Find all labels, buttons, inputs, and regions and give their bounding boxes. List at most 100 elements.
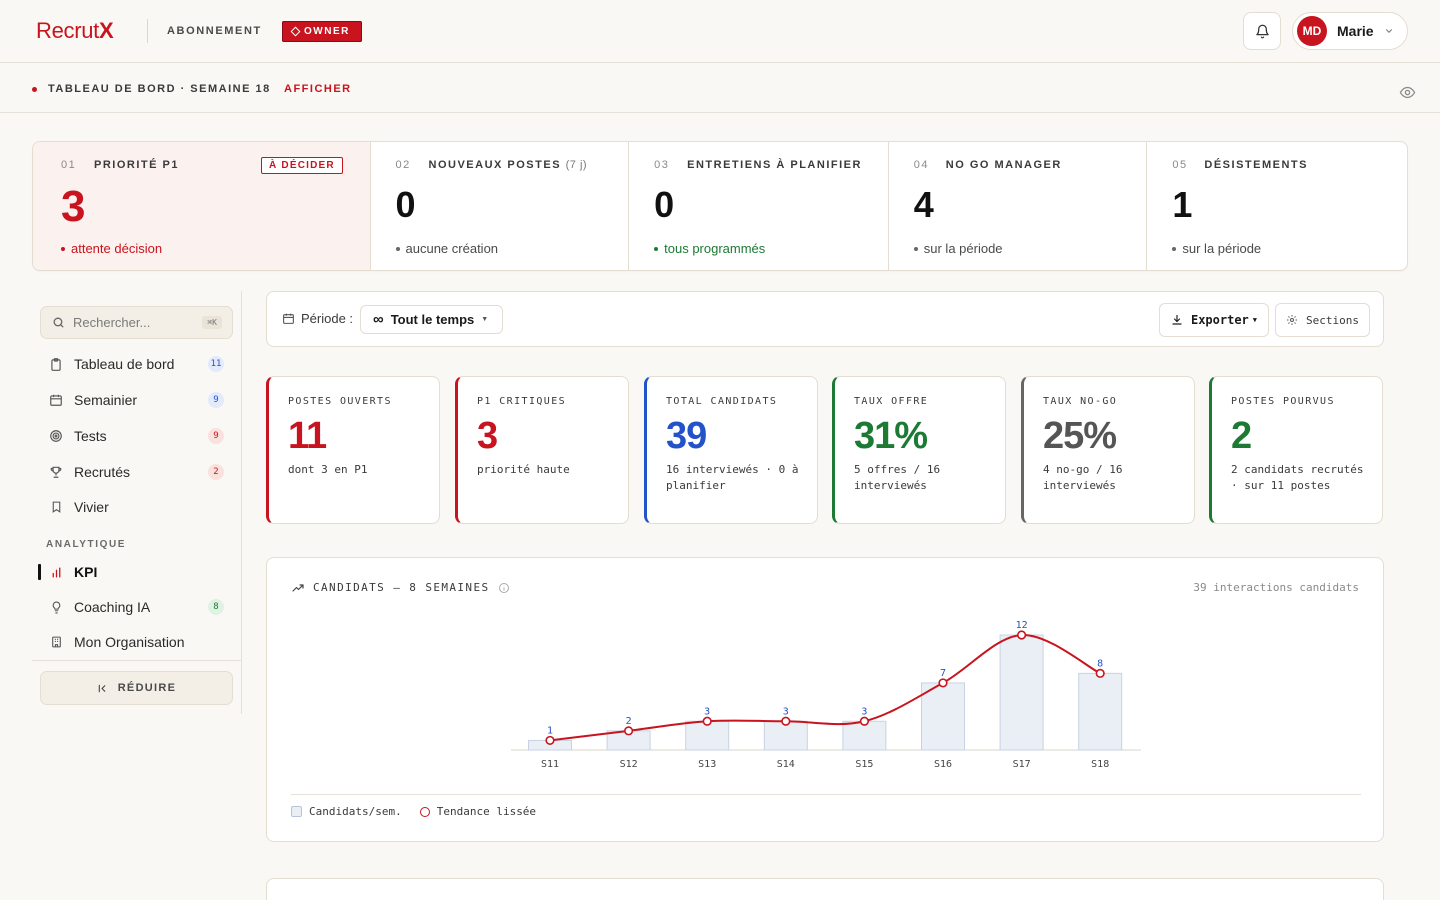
alert-number: 02 bbox=[395, 159, 411, 171]
alert-label: NO GO MANAGER bbox=[946, 159, 1062, 171]
kpi-label: POSTES OUVERTS bbox=[288, 396, 392, 407]
trending-up-icon bbox=[292, 583, 304, 592]
alert-card-withdrawals[interactable]: 05 DÉSISTEMENTS 1 sur la période bbox=[1147, 142, 1407, 270]
sidebar-item-label: Vivier bbox=[74, 499, 109, 515]
alert-value: 0 bbox=[654, 184, 675, 225]
count-badge: 9 bbox=[208, 392, 224, 408]
bar-s15 bbox=[842, 720, 887, 751]
alert-card-no-go[interactable]: 04 NO GO MANAGER 4 sur la période bbox=[889, 142, 1148, 270]
bullet bbox=[1172, 246, 1177, 251]
kpi-value: 2 bbox=[1231, 415, 1252, 457]
alert-note-text: sur la période bbox=[923, 241, 1003, 256]
legend-swatch-bar bbox=[291, 806, 302, 817]
sidebar: Rechercher... ⌘K Tableau de bord 11 Sema… bbox=[32, 291, 242, 714]
show-button[interactable]: AFFICHER bbox=[284, 83, 352, 95]
section-heading-analytics: ANALYTIQUE bbox=[46, 539, 127, 550]
sidebar-item-organisation[interactable]: Mon Organisation bbox=[48, 628, 234, 656]
kpi-card-p1-critical[interactable]: P1 CRITIQUES 3 priorité haute bbox=[455, 376, 629, 524]
data-label: 3 bbox=[704, 706, 710, 717]
sidebar-item-vivier[interactable]: Vivier bbox=[48, 493, 234, 521]
sidebar-item-semainier[interactable]: Semainier 9 bbox=[48, 386, 234, 414]
sidebar-item-tests[interactable]: Tests 9 bbox=[48, 422, 234, 450]
period-select[interactable]: ∞ Tout le temps ▼ bbox=[360, 305, 504, 334]
kpi-label: TOTAL CANDIDATS bbox=[666, 396, 778, 407]
kpi-subtext: dont 3 en P1 bbox=[288, 463, 368, 476]
count-badge: 2 bbox=[208, 464, 224, 480]
search-input[interactable]: Rechercher... ⌘K bbox=[40, 306, 233, 339]
kpi-card-filled-positions[interactable]: POSTES POURVUS 2 2 candidats recrutés · … bbox=[1209, 376, 1383, 524]
alert-value: 3 bbox=[61, 182, 86, 231]
sidebar-item-recrutes[interactable]: Recrutés 2 bbox=[48, 458, 234, 486]
search-shortcut: ⌘K bbox=[202, 316, 222, 329]
info-icon[interactable] bbox=[498, 582, 510, 594]
alert-label-text: NO GO MANAGER bbox=[945, 159, 1062, 171]
legend-item-trend: Tendance lissée bbox=[419, 805, 536, 818]
bar-s13 bbox=[685, 720, 730, 751]
alert-note: attente décision bbox=[61, 241, 162, 256]
chart-title-text: CANDIDATS — 8 SEMAINES bbox=[313, 581, 490, 594]
legend-label: Candidats/sem. bbox=[309, 805, 402, 818]
alert-card-interviews[interactable]: 03 ENTRETIENS À PLANIFIER 0 tous program… bbox=[629, 142, 889, 270]
count-badge: 11 bbox=[208, 356, 224, 372]
count-badge: 8 bbox=[208, 599, 224, 615]
active-indicator bbox=[38, 564, 41, 580]
sections-button[interactable]: Sections bbox=[1275, 303, 1370, 337]
dashboard-subbar: TABLEAU DE BORD · SEMAINE 18 AFFICHER bbox=[0, 63, 1440, 113]
kpi-card-total-candidates[interactable]: TOTAL CANDIDATS 39 16 interviewés · 0 à … bbox=[644, 376, 818, 524]
kpi-subtext: 16 interviewés · 0 à planifier bbox=[666, 463, 799, 492]
sidebar-item-label: Recrutés bbox=[74, 464, 131, 480]
alert-card-priority[interactable]: 01 PRIORITÉ P1 À DÉCIDER 3 attente décis… bbox=[33, 142, 371, 270]
collapse-sidebar-button[interactable]: RÉDUIRE bbox=[40, 671, 233, 705]
export-label: Exporter bbox=[1190, 313, 1249, 327]
kpi-card-no-go-rate[interactable]: TAUX NO-GO 25% 4 no-go / 16 interviewés bbox=[1021, 376, 1195, 524]
top-bar: RecrutX ABONNEMENT OWNER MD Marie bbox=[0, 0, 1440, 63]
sidebar-item-label: Semainier bbox=[74, 392, 138, 408]
status-dot bbox=[32, 87, 37, 92]
alert-note: aucune création bbox=[395, 241, 498, 256]
bar-s17 bbox=[999, 634, 1044, 751]
x-tick-label: S18 bbox=[1091, 759, 1109, 770]
sidebar-item-dashboard[interactable]: Tableau de bord 11 bbox=[48, 350, 234, 378]
kpi-subtext: 2 candidats recrutés · sur 11 postes bbox=[1231, 463, 1364, 492]
alert-value: 0 bbox=[395, 184, 416, 225]
kpi-card-open-positions[interactable]: POSTES OUVERTS 11 dont 3 en P1 bbox=[266, 376, 440, 524]
target-icon bbox=[48, 428, 64, 444]
app-logo[interactable]: RecrutX bbox=[36, 18, 114, 44]
trend-point-s17 bbox=[1016, 630, 1027, 640]
kpi-subtext: priorité haute bbox=[477, 463, 570, 476]
role-badge: OWNER bbox=[282, 21, 362, 42]
bar-s16 bbox=[921, 682, 965, 751]
building-icon bbox=[48, 634, 64, 650]
chart-summary: 39 interactions candidats bbox=[1193, 581, 1359, 594]
data-label: 2 bbox=[626, 716, 632, 727]
decide-badge[interactable]: À DÉCIDER bbox=[261, 157, 343, 174]
kpi-label: POSTES POURVUS bbox=[1231, 396, 1335, 407]
subscription-link[interactable]: ABONNEMENT bbox=[167, 25, 262, 37]
period-label-text: Période : bbox=[301, 311, 354, 326]
sidebar-item-coaching[interactable]: Coaching IA 8 bbox=[48, 593, 234, 621]
export-button[interactable]: Exporter ▼ bbox=[1159, 303, 1269, 337]
collapse-icon bbox=[98, 684, 106, 692]
alert-label: ENTRETIENS À PLANIFIER bbox=[687, 159, 862, 171]
kpi-value: 3 bbox=[477, 415, 498, 457]
notifications-button[interactable] bbox=[1243, 12, 1281, 50]
data-label: 3 bbox=[861, 706, 867, 717]
user-menu[interactable]: MD Marie bbox=[1292, 12, 1408, 50]
diamond-icon bbox=[290, 26, 301, 37]
legend-divider bbox=[291, 794, 1361, 795]
count-badge: 9 bbox=[208, 428, 224, 444]
alert-card-new-positions[interactable]: 02 NOUVEAUX POSTES (7 j) 0 aucune créati… bbox=[371, 142, 630, 270]
alert-value: 1 bbox=[1172, 184, 1193, 225]
eye-icon[interactable] bbox=[1399, 84, 1416, 101]
bar-s14 bbox=[763, 720, 808, 751]
sidebar-item-kpi[interactable]: KPI bbox=[48, 558, 234, 586]
avatar: MD bbox=[1297, 16, 1327, 46]
alert-note-text: sur la période bbox=[1182, 241, 1262, 256]
kpi-card-offer-rate[interactable]: TAUX OFFRE 31% 5 offres / 16 interviewés bbox=[832, 376, 1006, 524]
period-label: Période : bbox=[282, 311, 353, 326]
trophy-icon bbox=[48, 464, 64, 480]
alert-label: PRIORITÉ P1 bbox=[94, 159, 179, 171]
alert-label: DÉSISTEMENTS bbox=[1204, 159, 1308, 171]
dashboard-title: TABLEAU DE BORD · SEMAINE 18 bbox=[48, 83, 271, 95]
